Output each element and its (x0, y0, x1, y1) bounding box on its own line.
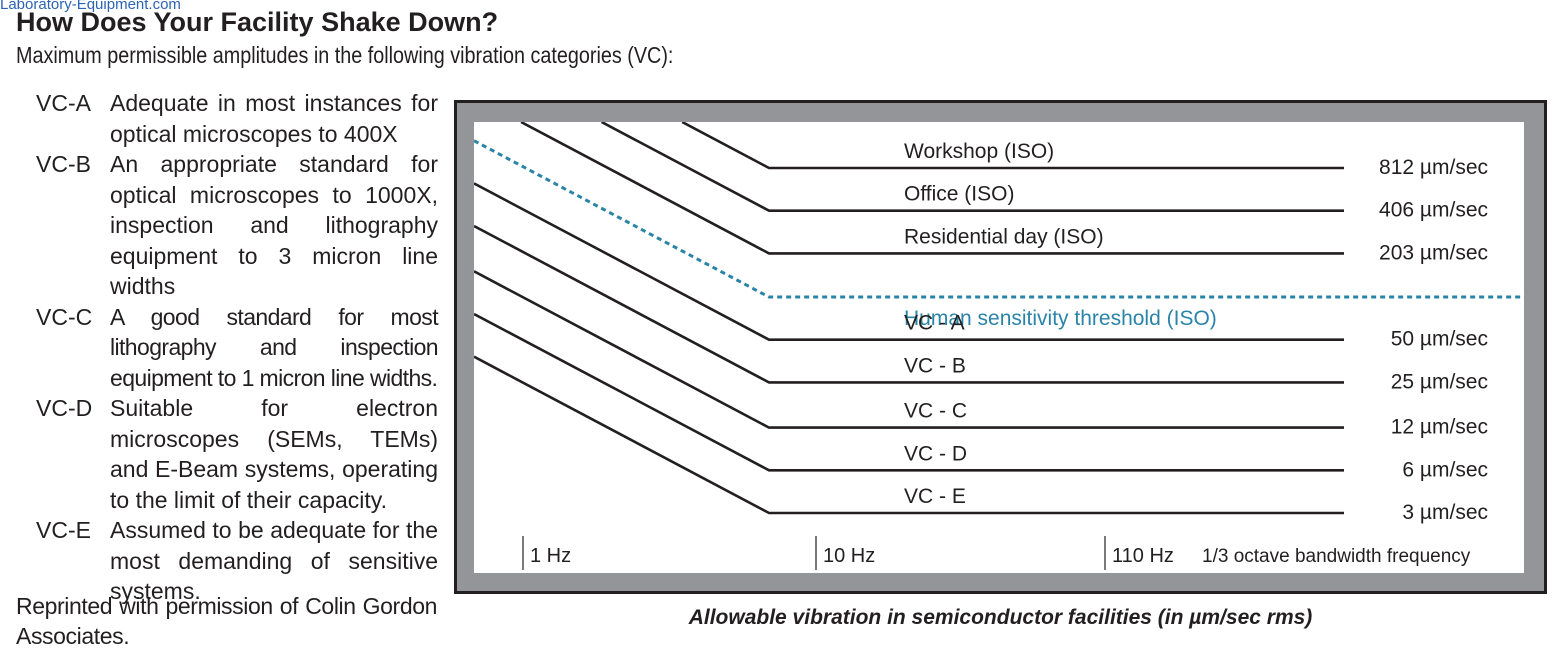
chart-title: Allowable vibration in semiconductor fac… (688, 606, 1313, 629)
category-description: An appropriate standard for optical micr… (110, 151, 438, 299)
series-line (520, 122, 1344, 255)
x-axis-label: 1/3 octave bandwidth frequency (1202, 546, 1471, 567)
series-line (681, 122, 1344, 170)
x-tick-label: 1 Hz (530, 545, 571, 567)
series-label: VC - C (904, 400, 967, 423)
series-line (600, 122, 1344, 212)
series-label: Human sensitivity threshold (ISO) (904, 307, 1217, 330)
series-label: Office (ISO) (904, 183, 1014, 206)
category-code: VC-D (36, 395, 93, 421)
category-item: VC-E Assumed to be adequate for the most… (36, 515, 438, 607)
value-label: 812 µm/sec (1379, 156, 1488, 179)
page-title: How Does Your Facility Shake Down? (16, 7, 499, 37)
category-item: VC-B An appropriate standard for optical… (36, 149, 438, 302)
x-tick-label: 10 Hz (823, 545, 875, 567)
value-label: 12 µm/sec (1391, 416, 1488, 439)
value-label: 50 µm/sec (1391, 328, 1488, 351)
series-label: VC - A (904, 312, 965, 335)
series-label: Workshop (ISO) (904, 140, 1054, 163)
category-code: VC-C (36, 303, 93, 330)
series-label: VC - D (904, 442, 967, 465)
category-description: A good standard for most lithography and… (110, 303, 439, 391)
watermark-logo: Laboratory-Equipment.com (0, 0, 181, 13)
series-label: VC - E (904, 485, 966, 508)
value-label: 6 µm/sec (1402, 458, 1488, 481)
series-label: VC - B (904, 354, 966, 377)
category-code: VC-A (36, 90, 91, 116)
category-code: VC-B (36, 151, 91, 177)
vibration-criteria-chart: Workshop (ISO) 812 µm/sec Office (ISO) 406 … (474, 122, 1524, 573)
series-line (474, 355, 1344, 515)
value-label: 203 µm/sec (1379, 241, 1488, 264)
x-tick-label: 110 Hz (1112, 545, 1174, 567)
category-description: Adequate in most instances for optical m… (110, 90, 438, 147)
category-item: VC-C A good standard for most lithograph… (36, 302, 439, 394)
value-label: 3 µm/sec (1402, 501, 1488, 524)
value-label: 25 µm/sec (1391, 370, 1488, 393)
category-item: VC-D Suitable for electron microscopes (… (36, 393, 438, 515)
series-label: Residential day (ISO) (904, 225, 1104, 248)
series-line (474, 270, 1344, 429)
subtitle: Maximum permissible amplitudes in the fo… (16, 42, 674, 68)
series-line (474, 312, 1344, 472)
category-item: VC-A Adequate in most instances for opti… (36, 88, 438, 149)
category-code: VC-E (36, 517, 91, 543)
vibration-category-list: VC-A Adequate in most instances for opti… (36, 88, 439, 607)
permission-credit: Reprinted with permission of Colin Gordo… (16, 593, 437, 649)
series-line (474, 182, 1344, 341)
category-description: Assumed to be adequate for the most dema… (110, 517, 438, 604)
series-line (474, 139, 1521, 299)
value-label: 406 µm/sec (1379, 199, 1488, 222)
plot-area (474, 122, 1524, 573)
category-description: Suitable for electron microscopes (SEMs,… (110, 395, 438, 513)
series-line (474, 224, 1344, 384)
